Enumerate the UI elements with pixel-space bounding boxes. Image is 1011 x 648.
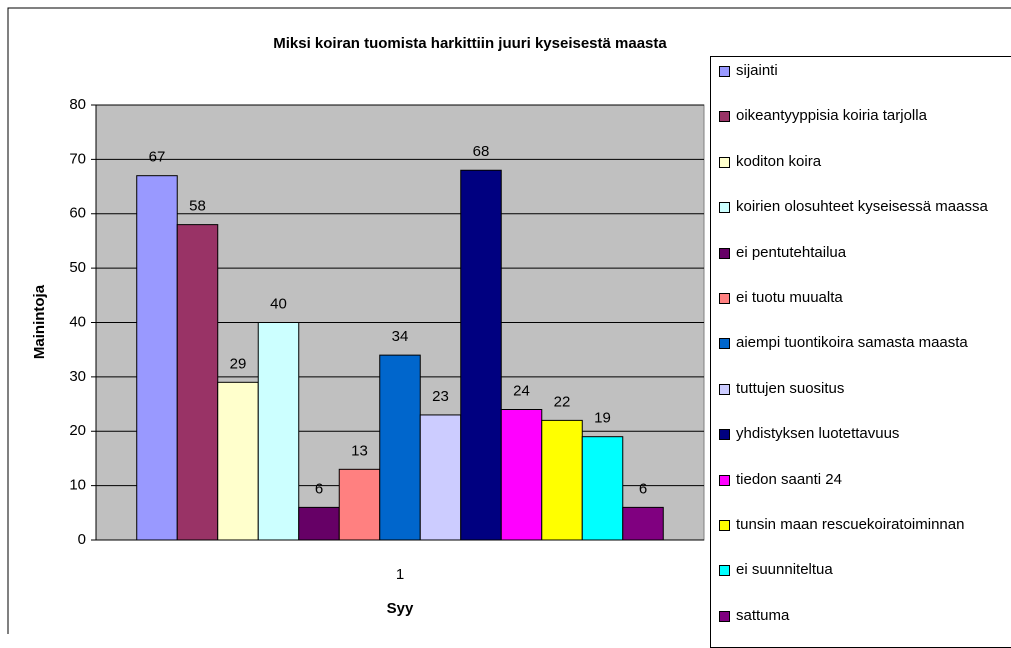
legend-item: oikeantyyppisia koiria tarjolla — [719, 108, 1011, 124]
chart-title: Miksi koiran tuomista harkittiin juuri k… — [273, 35, 667, 52]
legend-label: tiedon saanti 24 — [736, 470, 842, 488]
legend-swatch — [719, 66, 730, 77]
data-label: 34 — [392, 328, 409, 345]
legend-item: koirien olosuhteet kyseisessä maassa — [719, 199, 1011, 215]
legend-label: ei tuotu muualta — [736, 289, 843, 306]
legend-item: tunsin maan rescuekoiratoiminnan — [719, 517, 1011, 533]
data-label: 24 — [513, 382, 530, 399]
legend: sijainti oikeantyyppisia koiria tarjolla k… — [710, 56, 1011, 648]
bar — [500, 409, 543, 541]
bar — [176, 224, 219, 541]
legend-label: tuttujen suositus — [736, 379, 845, 397]
bar — [541, 419, 583, 541]
y-axis-label: Mainintoja — [31, 284, 48, 359]
bar — [419, 414, 462, 541]
legend-swatch — [719, 520, 730, 531]
bar — [581, 436, 624, 541]
data-label: 19 — [594, 410, 611, 427]
legend-swatch — [719, 111, 730, 123]
legend-swatch — [719, 247, 730, 259]
legend-swatch — [719, 383, 730, 395]
bar — [622, 506, 664, 541]
data-label: 67 — [149, 149, 166, 166]
legend-item: koditon koira — [719, 152, 1011, 170]
legend-label: koirien olosuhteet kyseisessä maassa — [736, 198, 988, 216]
legend-item: ei suunniteltua — [719, 562, 1011, 578]
legend-item: yhdistyksen luotettavuus — [719, 426, 1011, 442]
legend-swatch — [719, 293, 730, 304]
data-label: 6 — [639, 480, 647, 497]
bar — [257, 322, 300, 541]
data-label: 13 — [351, 442, 368, 459]
data-label: 6 — [315, 480, 323, 497]
page: Miksi koiran tuomista harkittiin juuri k… — [7, 7, 1011, 648]
bar — [338, 468, 381, 541]
y-tick-label: 20 — [69, 422, 86, 439]
y-tick-label: 0 — [78, 531, 86, 548]
y-tick-label: 50 — [69, 259, 86, 276]
bar — [298, 506, 340, 541]
x-axis-label: Syy — [387, 600, 414, 617]
y-tick-label: 70 — [69, 150, 86, 167]
legend-item: ei tuotu muualta — [719, 290, 1011, 306]
legend-swatch — [719, 565, 730, 577]
legend-label: sattuma — [736, 606, 790, 624]
legend-swatch — [719, 610, 730, 622]
data-label: 58 — [189, 198, 206, 215]
data-label: 40 — [270, 295, 287, 312]
bar — [460, 169, 502, 541]
legend-swatch — [719, 202, 730, 214]
data-label: 68 — [473, 143, 490, 160]
legend-item: tiedon saanti 24 — [719, 470, 1011, 488]
legend-label: oikeantyyppisia koiria tarjolla — [736, 107, 927, 125]
legend-swatch — [719, 474, 730, 486]
y-tick-label: 30 — [69, 368, 86, 385]
legend-label: sijainti — [736, 62, 778, 79]
data-label: 22 — [554, 393, 571, 410]
legend-swatch — [719, 156, 730, 168]
legend-label: ei pentutehtailua — [736, 243, 847, 261]
legend-item: ei pentutehtailua — [719, 243, 1011, 261]
legend-label: tunsin maan rescuekoiratoiminnan — [736, 516, 965, 533]
y-tick-label: 80 — [69, 96, 86, 113]
legend-swatch — [719, 429, 730, 441]
bar — [379, 354, 421, 541]
legend-label: ei suunniteltua — [736, 561, 833, 579]
x-tick-label: 1 — [396, 566, 404, 583]
legend-item: tuttujen suositus — [719, 379, 1011, 397]
legend-label: yhdistyksen luotettavuus — [736, 425, 900, 443]
data-label: 29 — [230, 355, 247, 372]
data-label: 23 — [432, 388, 449, 405]
legend-label: aiempi tuontikoira samasta maasta — [736, 334, 968, 352]
legend-item: sijainti — [719, 63, 1011, 79]
legend-item: sattuma — [719, 606, 1011, 624]
legend-swatch — [719, 338, 730, 350]
bar — [136, 175, 178, 541]
legend-label: koditon koira — [736, 152, 822, 170]
y-tick-label: 40 — [69, 313, 86, 330]
bar — [217, 381, 259, 541]
y-tick-label: 10 — [69, 477, 86, 494]
legend-item: aiempi tuontikoira samasta maasta — [719, 335, 1011, 351]
y-tick-label: 60 — [69, 205, 86, 222]
